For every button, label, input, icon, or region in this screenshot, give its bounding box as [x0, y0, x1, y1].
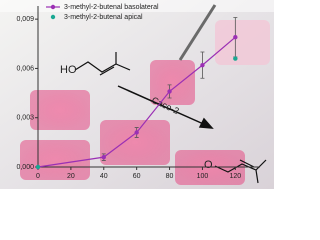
structure-label: O	[204, 159, 213, 171]
x-tick-label: 20	[67, 173, 75, 180]
x-tick-label: 120	[229, 173, 241, 180]
data-point	[134, 130, 139, 135]
data-point	[233, 56, 238, 61]
legend-label: 3-methyl-2-butenal basolateral	[64, 4, 159, 11]
legend-marker	[50, 14, 56, 20]
legend-label: 3-methyl-2-butenal apical	[64, 14, 143, 21]
arrow	[117, 85, 214, 129]
data-point	[167, 89, 172, 94]
x-tick-label: 60	[133, 173, 141, 180]
x-tick-label: 80	[166, 173, 174, 180]
x-tick-label: 40	[100, 173, 108, 180]
data-point	[200, 62, 205, 68]
data-point	[233, 35, 238, 40]
y-tick-label: 0,000	[16, 164, 34, 171]
y-tick-label: 0,006	[16, 65, 34, 72]
structure-prenol	[74, 52, 131, 76]
data-point	[35, 164, 41, 170]
y-tick-label: 0,009	[16, 16, 34, 23]
structure-label: HO	[60, 64, 77, 76]
legend-marker	[50, 4, 56, 10]
x-tick-label: 0	[36, 173, 40, 180]
x-tick-label: 100	[197, 173, 209, 180]
photo-wells	[20, 4, 270, 185]
page: {"chart_data": {"type": "line", "x": [0,…	[0, 0, 274, 189]
series-line	[37, 36, 236, 168]
data-point	[101, 154, 106, 160]
y-tick-label: 0,003	[16, 115, 34, 122]
